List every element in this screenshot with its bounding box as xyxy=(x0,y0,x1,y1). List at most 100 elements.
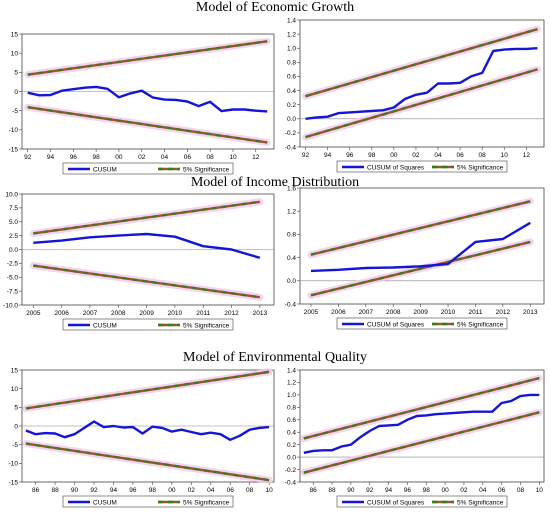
x-tick-label: 96 xyxy=(346,152,354,159)
y-tick-label: 0 xyxy=(14,423,18,430)
x-tick-label: 10 xyxy=(229,154,237,161)
y-tick-label: 2.5 xyxy=(9,233,18,240)
y-tick-label: 0.8 xyxy=(287,60,296,67)
y-tick-label: 0.6 xyxy=(287,417,296,424)
x-tick-label: 2008 xyxy=(111,310,126,317)
y-tick-label: -10.0 xyxy=(3,302,18,309)
y-tick-label: 5.0 xyxy=(9,219,18,226)
y-tick-label: -0.4 xyxy=(285,301,297,308)
y-tick-label: -5 xyxy=(12,108,18,115)
x-tick-label: 94 xyxy=(385,487,393,494)
x-tick-label: 2007 xyxy=(359,309,374,316)
x-tick-label: 10 xyxy=(501,152,509,159)
x-tick-label: 90 xyxy=(347,487,355,494)
legend-stat-label: CUSUM of Squares xyxy=(367,164,425,171)
x-tick-label: 06 xyxy=(227,487,235,494)
x-tick-label: 98 xyxy=(423,487,431,494)
x-tick-label: 88 xyxy=(51,487,59,494)
y-tick-label: 1.0 xyxy=(287,392,296,399)
y-tick-label: 0.2 xyxy=(287,102,296,109)
x-tick-label: 2012 xyxy=(224,310,239,317)
x-tick-label: 2013 xyxy=(253,310,268,317)
x-tick-label: 00 xyxy=(115,154,123,161)
y-tick-label: 0.2 xyxy=(287,442,296,449)
x-tick-label: 12 xyxy=(252,154,260,161)
y-tick-label: 0.0 xyxy=(287,278,296,285)
y-tick-label: -2.5 xyxy=(7,261,19,268)
y-tick-label: 10 xyxy=(11,386,19,393)
x-tick-label: 2011 xyxy=(468,309,482,316)
x-tick-label: 06 xyxy=(498,487,506,494)
y-tick-label: -15 xyxy=(9,479,19,486)
x-tick-label: 98 xyxy=(368,152,376,159)
x-tick-label: 2006 xyxy=(331,309,346,316)
x-tick-label: 86 xyxy=(310,487,318,494)
x-tick-label: 94 xyxy=(324,152,332,159)
x-tick-label: 06 xyxy=(456,152,464,159)
y-tick-label: -5 xyxy=(12,442,18,449)
significance-band-dash xyxy=(33,202,260,234)
x-tick-label: 10 xyxy=(536,487,544,494)
y-tick-label: 0.0 xyxy=(9,247,18,254)
y-tick-label: -0.4 xyxy=(285,479,297,486)
y-tick-label: -5.0 xyxy=(7,275,19,282)
legend-band-label: 5% Significance xyxy=(457,499,504,506)
y-tick-label: 0.0 xyxy=(287,116,296,123)
x-tick-label: 94 xyxy=(47,154,55,161)
x-tick-label: 96 xyxy=(404,487,412,494)
y-tick-label: -0.4 xyxy=(285,144,297,151)
y-tick-label: -15 xyxy=(9,146,19,153)
y-tick-label: 1.2 xyxy=(287,209,296,216)
y-tick-label: 5 xyxy=(14,405,18,412)
x-tick-label: 2012 xyxy=(496,309,511,316)
x-tick-label: 2009 xyxy=(139,310,154,317)
y-tick-label: -0.2 xyxy=(285,130,297,137)
x-tick-label: 06 xyxy=(184,154,192,161)
x-tick-label: 96 xyxy=(129,487,137,494)
x-tick-label: 04 xyxy=(479,487,487,494)
x-tick-label: 2013 xyxy=(523,309,538,316)
x-tick-label: 10 xyxy=(266,487,274,494)
y-tick-label: 15 xyxy=(11,367,19,374)
legend-band-label: 5% Significance xyxy=(183,499,230,506)
x-tick-label: 92 xyxy=(90,487,98,494)
y-tick-label: 0.8 xyxy=(287,232,296,239)
x-tick-label: 08 xyxy=(207,154,215,161)
x-tick-label: 90 xyxy=(71,487,79,494)
x-tick-label: 2005 xyxy=(26,310,41,317)
x-tick-label: 00 xyxy=(168,487,176,494)
x-tick-label: 02 xyxy=(412,152,420,159)
y-tick-label: -0.2 xyxy=(285,467,297,474)
x-tick-label: 12 xyxy=(523,152,531,159)
y-tick-label: 1.2 xyxy=(287,31,296,38)
statistic-line xyxy=(28,87,268,112)
x-tick-label: 00 xyxy=(390,152,398,159)
x-tick-label: 2010 xyxy=(441,309,456,316)
x-tick-label: 04 xyxy=(161,154,169,161)
y-tick-label: 15 xyxy=(11,31,19,38)
y-tick-label: 1.2 xyxy=(287,380,296,387)
y-tick-label: 0 xyxy=(14,89,18,96)
y-tick-label: 1.0 xyxy=(287,46,296,53)
y-tick-label: 1.6 xyxy=(287,185,296,192)
x-tick-label: 94 xyxy=(110,487,118,494)
x-tick-label: 2006 xyxy=(54,310,69,317)
x-tick-label: 88 xyxy=(328,487,336,494)
x-tick-label: 96 xyxy=(70,154,78,161)
y-tick-label: 10 xyxy=(11,50,19,57)
y-tick-label: -10 xyxy=(9,461,19,468)
x-tick-label: 92 xyxy=(302,152,310,159)
x-tick-label: 98 xyxy=(149,487,157,494)
y-tick-label: 0.4 xyxy=(287,88,296,95)
x-tick-label: 08 xyxy=(517,487,525,494)
x-tick-label: 86 xyxy=(32,487,40,494)
significance-band-dash xyxy=(33,266,260,298)
legend-band-label: 5% Significance xyxy=(457,321,504,328)
x-tick-label: 98 xyxy=(93,154,101,161)
x-tick-label: 92 xyxy=(24,154,32,161)
x-tick-label: 04 xyxy=(434,152,442,159)
